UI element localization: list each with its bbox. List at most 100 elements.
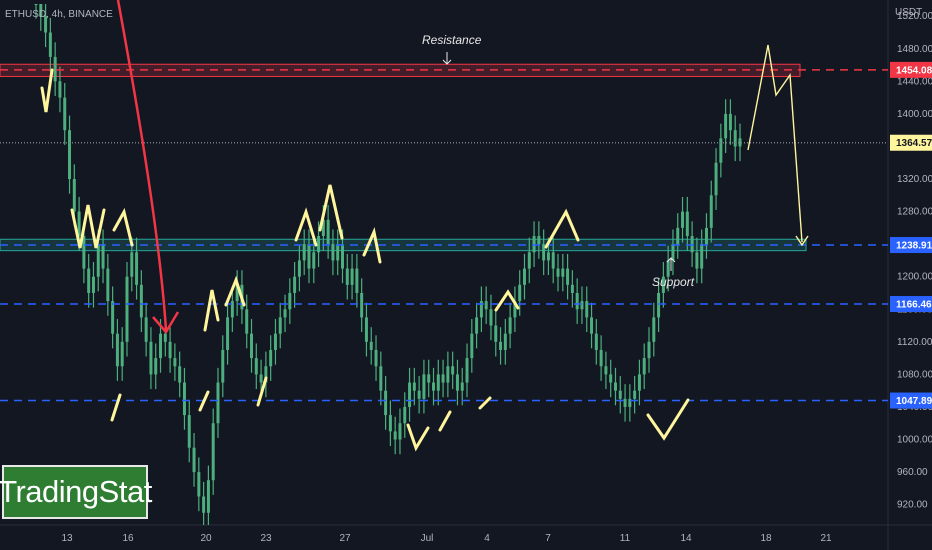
candle-body <box>226 317 230 350</box>
candle-body <box>312 252 316 269</box>
candle-body <box>211 423 215 481</box>
candle-body <box>293 276 297 293</box>
candle-body <box>714 162 718 196</box>
candle-body <box>441 374 445 383</box>
price-tag-label: 1238.91 <box>896 241 932 252</box>
candle-body <box>700 244 704 269</box>
candle-body <box>666 260 670 277</box>
y-tick-label: 1320.00 <box>897 174 932 185</box>
candle-body <box>202 496 206 513</box>
candle-body <box>264 366 268 383</box>
y-tick-label: 1480.00 <box>897 44 932 55</box>
candle-body <box>345 268 349 285</box>
support-resistance-touch-mark <box>112 207 134 247</box>
symbol-label[interactable]: ETHUSD, 4h, BINANCE <box>5 9 113 20</box>
candle-body <box>570 284 574 293</box>
candle-body <box>537 236 541 245</box>
candle-body <box>633 390 637 399</box>
candle-body <box>671 244 675 261</box>
candle-body <box>149 341 153 375</box>
support-resistance-touch-mark <box>70 204 106 249</box>
price-tag <box>890 392 932 409</box>
support-resistance-touch-mark <box>318 184 344 240</box>
candle-body <box>503 333 507 350</box>
x-tick-label: 23 <box>260 533 272 544</box>
candle-body <box>393 431 397 440</box>
candles-group <box>34 4 742 525</box>
candle-body <box>139 284 143 318</box>
support-resistance-touch-mark <box>198 390 210 412</box>
candle-body <box>68 130 72 180</box>
candle-body <box>508 317 512 334</box>
candle-body <box>724 113 728 139</box>
support-pointer <box>666 257 676 271</box>
candle-body <box>259 374 263 383</box>
candle-body <box>532 236 536 253</box>
candle-body <box>72 179 76 212</box>
candle-body <box>455 374 459 391</box>
candle-body <box>34 4 38 5</box>
candle-body <box>599 349 603 367</box>
candle-body <box>341 244 345 269</box>
candle-body <box>580 301 584 310</box>
candle-body <box>690 236 694 253</box>
candle-body <box>460 382 464 391</box>
support-resistance-touch-mark <box>438 410 452 432</box>
candle-body <box>719 138 723 163</box>
candle-body <box>63 97 67 131</box>
candle-body <box>87 268 91 293</box>
support-resistance-touch-mark <box>224 275 246 307</box>
candle-body <box>44 16 48 33</box>
candle-body <box>561 268 565 277</box>
x-tick-label: 27 <box>339 533 351 544</box>
x-tick-label: 14 <box>680 533 692 544</box>
candle-body <box>661 276 665 293</box>
x-tick-label: 18 <box>760 533 772 544</box>
candle-body <box>283 309 287 318</box>
candle-body <box>647 341 651 359</box>
support-resistance-touch-mark <box>362 227 382 264</box>
candle-body <box>297 260 301 277</box>
candle-body <box>269 349 273 367</box>
projection-path <box>747 44 803 243</box>
candle-body <box>685 211 689 237</box>
candle-body <box>120 341 124 367</box>
candle-body <box>77 211 81 237</box>
candle-body <box>642 358 646 375</box>
candle-body <box>566 268 570 285</box>
candle-body <box>470 333 474 359</box>
candle-body <box>412 382 416 391</box>
y-tick-label: 1200.00 <box>897 272 932 283</box>
candle-body <box>216 382 220 424</box>
candle-body <box>556 268 560 277</box>
candle-body <box>53 56 57 82</box>
x-tick-label: 7 <box>545 533 551 544</box>
candle-body <box>168 341 172 359</box>
support-zone <box>0 238 807 252</box>
candle-body <box>331 244 335 261</box>
currency-label: USDT <box>895 7 922 18</box>
y-tick-label: 920.00 <box>897 500 928 511</box>
candle-body <box>609 374 613 383</box>
candle-body <box>465 358 469 383</box>
candle-body <box>546 252 550 261</box>
support-resistance-touch-mark <box>494 289 520 312</box>
candle-body <box>154 358 158 375</box>
candle-body <box>451 366 455 375</box>
candle-body <box>115 333 119 367</box>
candle-body <box>101 244 105 269</box>
candle-body <box>657 292 661 318</box>
candle-body <box>364 317 368 342</box>
support-resistance-touch-mark <box>203 289 220 332</box>
candle-body <box>278 317 282 334</box>
x-tick-label: 13 <box>61 533 73 544</box>
support-resistance-touch-mark <box>40 68 54 113</box>
support-resistance-touch-mark <box>478 396 492 410</box>
candle-body <box>321 219 325 237</box>
candle-body <box>594 333 598 350</box>
y-tick-label: 1400.00 <box>897 109 932 120</box>
candle-body <box>436 374 440 391</box>
candle-body <box>431 382 435 391</box>
red-arrowhead <box>152 311 180 335</box>
